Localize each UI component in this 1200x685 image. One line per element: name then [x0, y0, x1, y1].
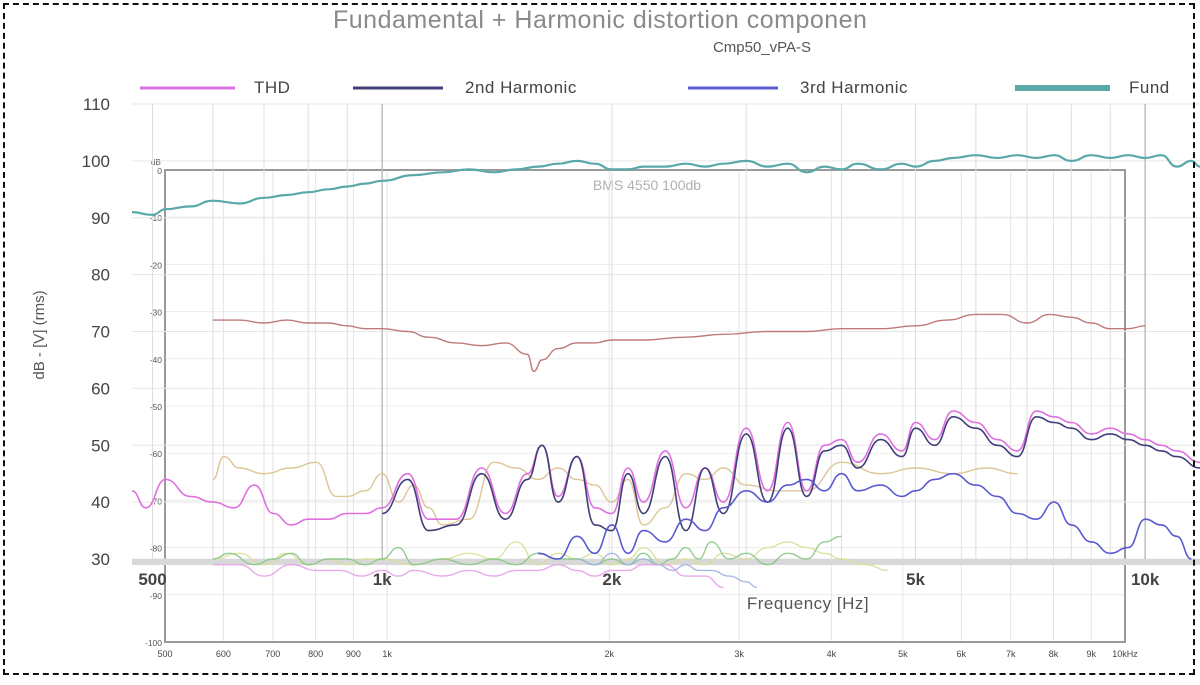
main-chart-x-ticks: 500 1k 2k 5k 10k — [138, 570, 1160, 589]
series-line-unlabeled-8 — [212, 564, 724, 589]
secondary-chart-title: BMS 4550 100db — [593, 177, 701, 193]
secondary-x-tick-label: 5k — [898, 649, 908, 659]
legend-label: 2nd Harmonic — [465, 78, 577, 97]
series-line-unlabeled-9 — [576, 552, 758, 589]
secondary-x-tick-label: 8k — [1049, 649, 1059, 659]
chart-subtitle: Cmp50_vPA-S — [713, 39, 811, 56]
secondary-x-tick-label: 600 — [216, 649, 231, 659]
secondary-chart-frame — [164, 169, 1126, 643]
main-x-tick-label: 1k — [373, 570, 392, 589]
secondary-y-tick-label: -50 — [150, 402, 163, 412]
main-y-tick-label: 90 — [91, 209, 110, 228]
main-x-tick-label: 10k — [1131, 570, 1160, 589]
y-axis-label: dB - [V] (rms) — [31, 290, 48, 379]
secondary-x-tick-label: 800 — [308, 649, 323, 659]
secondary-x-tick-label: 900 — [346, 649, 361, 659]
secondary-x-tick-label: 500 — [157, 649, 172, 659]
main-x-tick-label: 2k — [602, 570, 621, 589]
legend-label: THD — [254, 78, 290, 97]
series-line-unlabeled-4 — [212, 313, 1146, 372]
main-chart-y-ticks: 30 40 50 60 70 80 90 100 110 — [82, 95, 110, 569]
series-line-3rd-harmonic — [537, 472, 1192, 560]
secondary-y-tick-label: -80 — [150, 544, 163, 554]
secondary-chart-grid — [164, 169, 1126, 643]
series-line-thd — [131, 410, 1200, 526]
secondary-y-tick-label: -60 — [150, 449, 163, 459]
secondary-chart-y-axis-label: dB — [151, 158, 161, 167]
series-line-unlabeled-5 — [212, 455, 1018, 526]
main-y-tick-label: 80 — [91, 266, 110, 285]
secondary-x-tick-label: 6k — [957, 649, 967, 659]
main-y-tick-label: 60 — [91, 379, 110, 398]
series-line-fund — [131, 154, 1200, 216]
main-y-tick-label: 100 — [82, 152, 110, 171]
secondary-y-tick-label: -100 — [145, 638, 162, 648]
secondary-chart-x-ticks: 500 600 700 800 900 1k 2k 3k 4k 5k 6k 7k 8k 9k 10kHz — [157, 649, 1138, 659]
secondary-y-tick-label: -90 — [150, 591, 163, 601]
x-axis-label: Frequency [Hz] — [747, 594, 869, 613]
secondary-x-tick-label: 1k — [382, 649, 392, 659]
secondary-y-tick-label: -20 — [150, 260, 163, 270]
secondary-x-tick-label: 700 — [265, 649, 280, 659]
main-y-tick-label: 30 — [91, 550, 110, 569]
secondary-y-tick-label: -30 — [150, 308, 163, 318]
legend-label: Fund — [1129, 78, 1170, 97]
main-y-tick-label: 110 — [83, 95, 110, 114]
secondary-y-tick-label: 0 — [157, 166, 162, 176]
secondary-y-tick-label: -70 — [150, 496, 163, 506]
secondary-x-tick-label: 9k — [1086, 649, 1096, 659]
main-x-tick-label: 500 — [138, 570, 166, 589]
secondary-x-tick-label: 2k — [604, 649, 614, 659]
main-chart-series-layer — [131, 154, 1200, 589]
secondary-x-tick-label: 4k — [827, 649, 837, 659]
secondary-x-tick-label: 10kHz — [1112, 649, 1138, 659]
main-y-tick-label: 70 — [91, 323, 110, 342]
legend-label: 3rd Harmonic — [800, 78, 908, 97]
secondary-y-tick-label: -40 — [150, 355, 163, 365]
legend: THD 2nd Harmonic 3rd Harmonic Fund — [140, 78, 1170, 97]
chart-title: Fundamental + Harmonic distortion compon… — [333, 6, 867, 34]
main-chart-grid — [132, 103, 1200, 560]
series-line-2nd-harmonic — [381, 416, 1200, 532]
main-y-tick-label: 40 — [91, 493, 110, 512]
main-y-tick-label: 50 — [91, 436, 110, 455]
secondary-x-tick-label: 7k — [1006, 649, 1016, 659]
main-x-tick-label: 5k — [906, 570, 925, 589]
secondary-x-tick-label: 3k — [734, 649, 744, 659]
